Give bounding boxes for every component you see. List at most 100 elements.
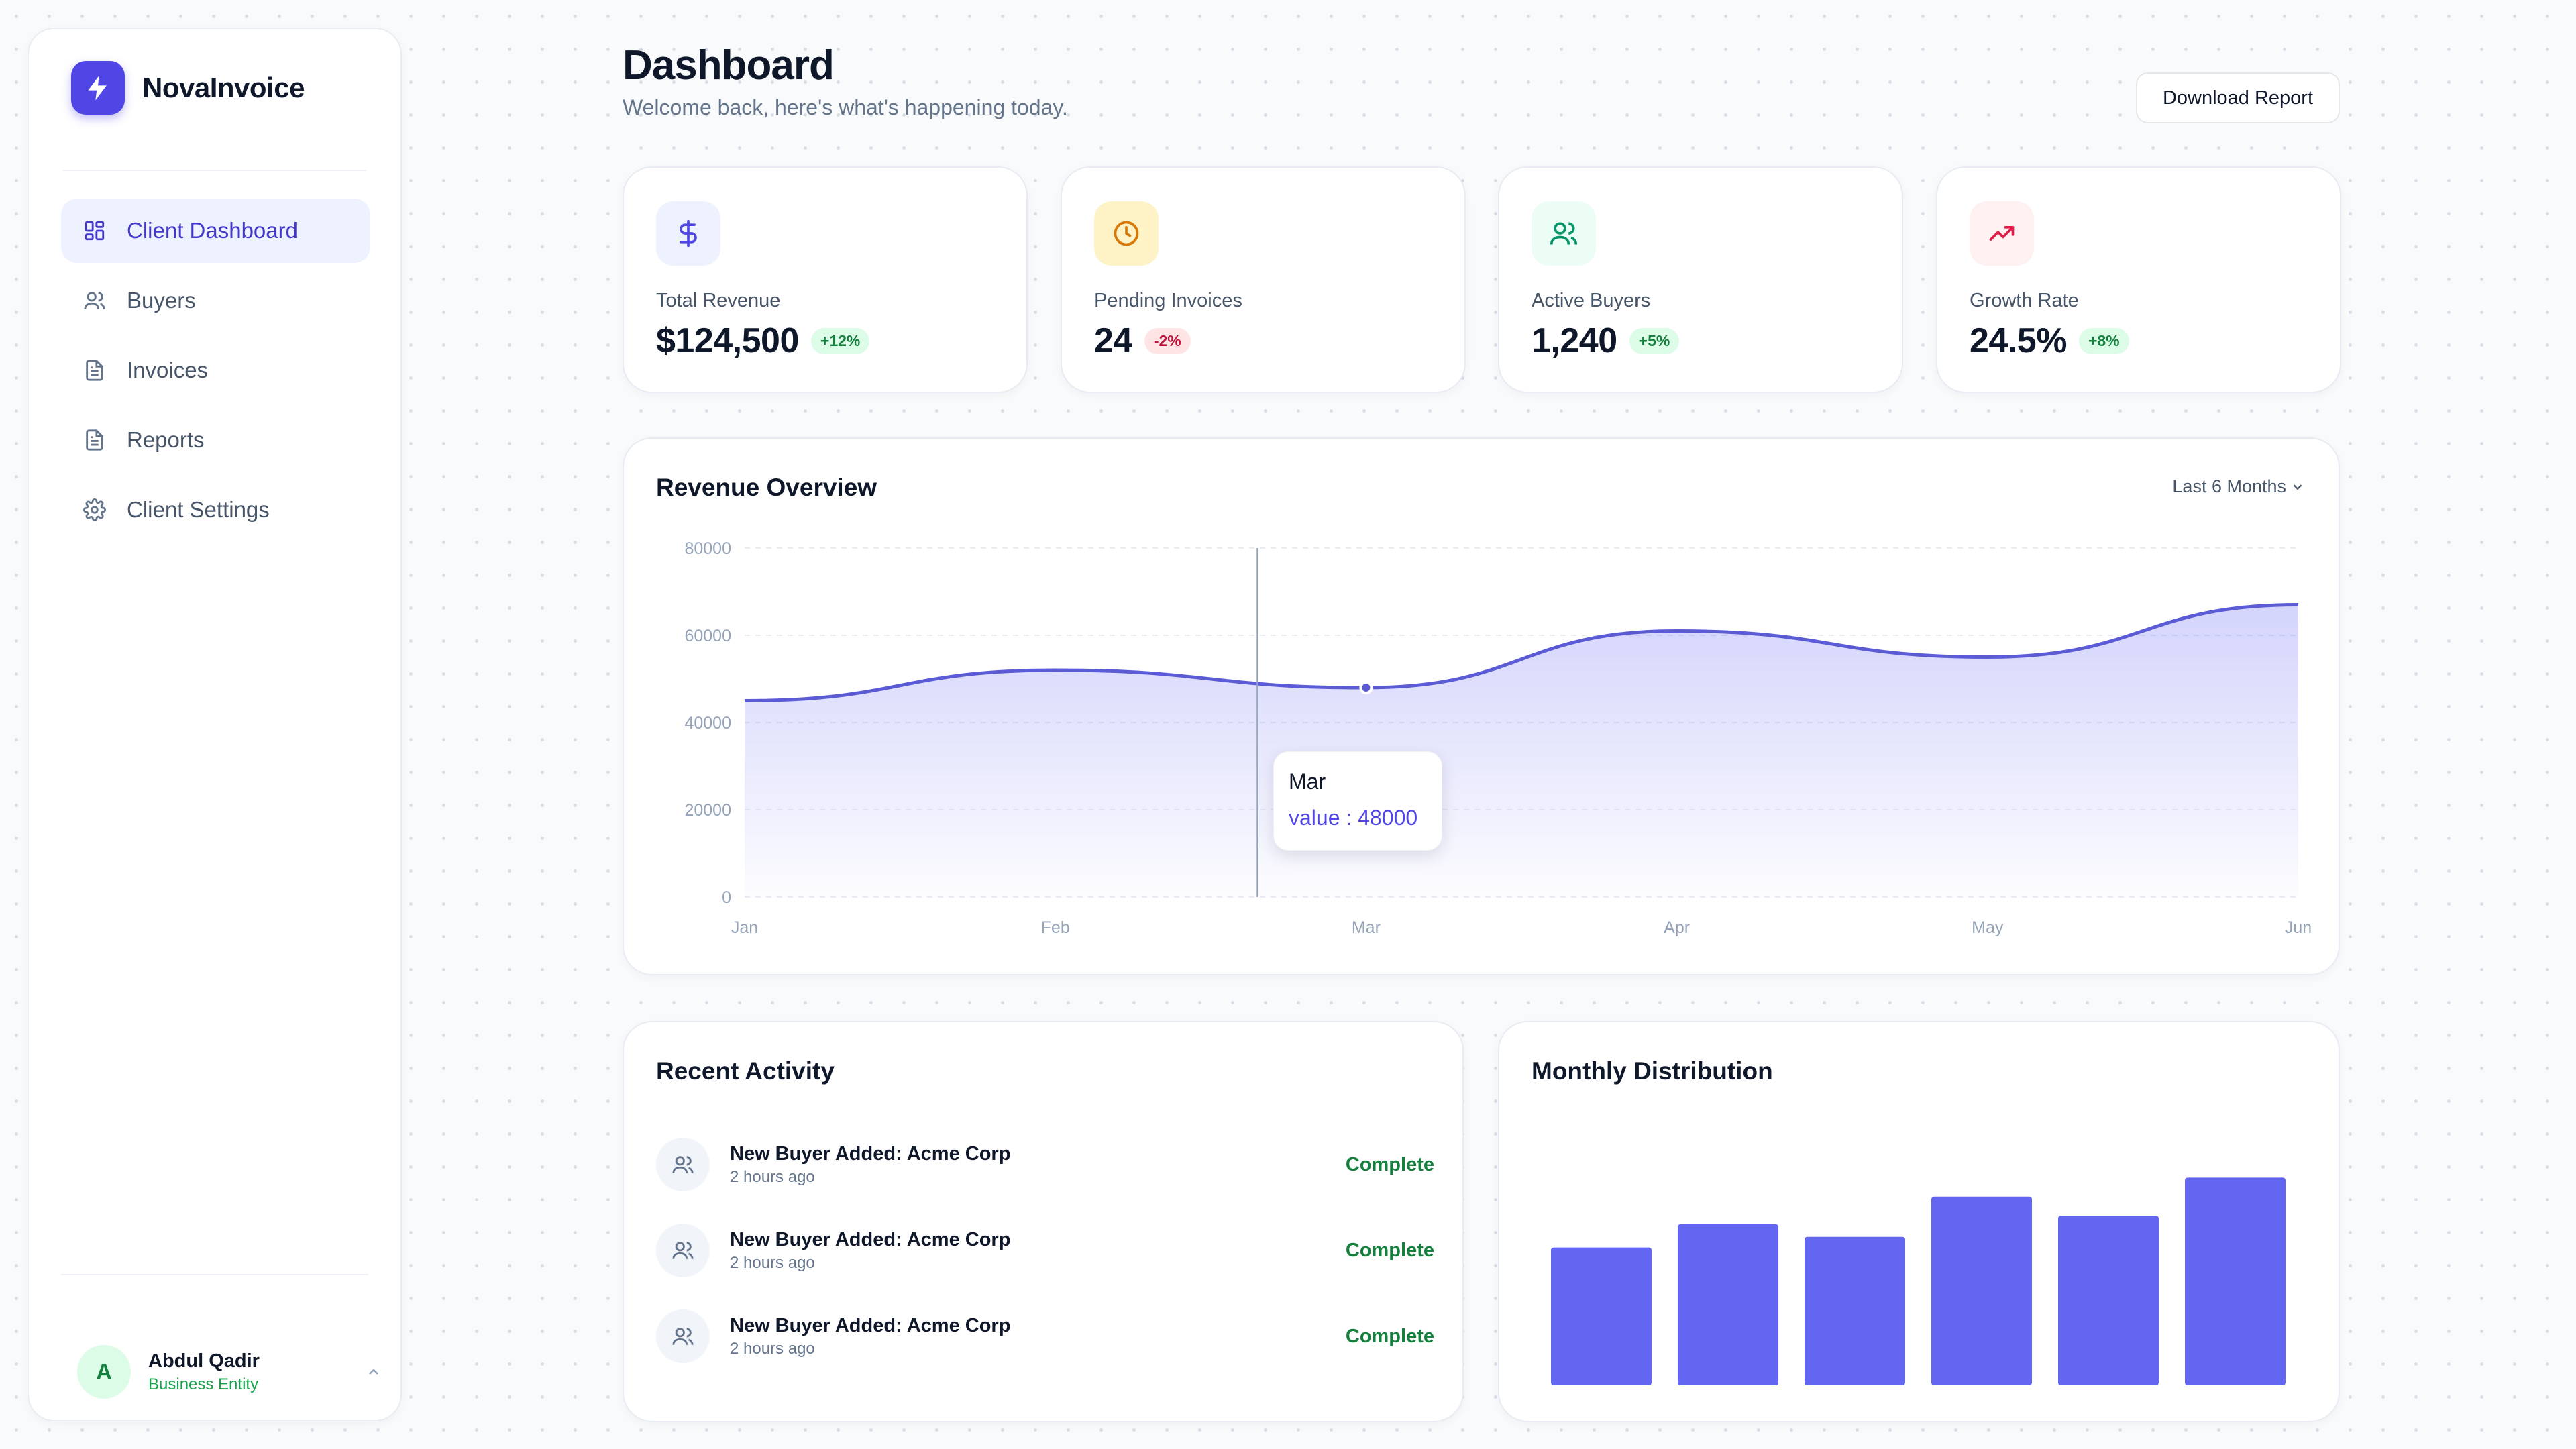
y-tick-label: 80000 (684, 539, 731, 558)
trending-up-icon (1970, 201, 2034, 266)
stat-value: 1,240 (1532, 321, 1617, 360)
monthly-distribution-card: Monthly Distribution (1498, 1021, 2340, 1422)
divider (62, 170, 367, 171)
user-info: Abdul Qadir Business Entity (148, 1350, 362, 1394)
chart-tooltip: Mar value : 48000 (1273, 751, 1442, 851)
lightning-icon (71, 61, 125, 115)
page-title: Dashboard (623, 42, 835, 89)
stat-value: 24.5% (1970, 321, 2067, 360)
stat-value: $124,500 (656, 321, 799, 360)
status-badge: Complete (1345, 1239, 1434, 1261)
sidebar-item-label: Reports (127, 427, 205, 452)
change-badge: +8% (2078, 327, 2129, 354)
document-icon (81, 357, 108, 384)
stat-label: Active Buyers (1532, 290, 1651, 311)
user-name: Abdul Qadir (148, 1350, 260, 1372)
chevron-up-icon[interactable] (362, 1360, 386, 1384)
brand-name: NovaInvoice (142, 72, 305, 103)
sidebar-item-label: Invoices (127, 358, 209, 382)
clock-icon (1094, 201, 1159, 266)
activity-list: New Buyer Added: Acme Corp 2 hours ago C… (656, 1122, 1434, 1379)
sidebar-item-label: Client Settings (127, 497, 270, 522)
stat-label: Growth Rate (1970, 290, 2079, 311)
user-menu[interactable]: A Abdul Qadir Business Entity (77, 1345, 386, 1399)
y-tick-label: 20000 (684, 801, 731, 820)
bar (2058, 1216, 2159, 1385)
range-select[interactable]: Last 6 Months (2172, 476, 2305, 497)
recent-activity-card: Recent Activity New Buyer Added: Acme Co… (623, 1021, 1464, 1422)
bar (2185, 1177, 2286, 1385)
brand[interactable]: NovaInvoice (71, 61, 305, 115)
sidebar-item-label: Buyers (127, 288, 196, 313)
chart-title: Revenue Overview (656, 474, 877, 501)
activity-title-text: New Buyer Added: Acme Corp (730, 1228, 1011, 1250)
activity-time: 2 hours ago (730, 1339, 815, 1358)
y-tick-label: 0 (722, 888, 731, 907)
x-tick-label: Jun (2285, 918, 2312, 937)
series-area (745, 604, 2298, 897)
bar (1551, 1247, 1652, 1385)
sidebar-nav: Client Dashboard Buyers Invoices Reports… (61, 199, 370, 547)
divider (61, 1274, 368, 1275)
change-badge: -2% (1144, 327, 1191, 354)
activity-time: 2 hours ago (730, 1253, 815, 1272)
x-tick-label: Mar (1352, 918, 1381, 937)
stat-card-growth-rate: Growth Rate 24.5% +8% (1936, 166, 2341, 393)
change-badge: +5% (1629, 327, 1680, 354)
list-item[interactable]: New Buyer Added: Acme Corp 2 hours ago C… (656, 1122, 1434, 1208)
stat-card-pending-invoices: Pending Invoices 24 -2% (1061, 166, 1466, 393)
y-tick-label: 60000 (684, 627, 731, 645)
stat-card-total-revenue: Total Revenue $124,500 +12% (623, 166, 1028, 393)
dashboard-icon (81, 217, 108, 244)
status-badge: Complete (1345, 1325, 1434, 1347)
sidebar-item-client-settings[interactable]: Client Settings (61, 478, 370, 542)
download-report-button[interactable]: Download Report (2136, 72, 2340, 123)
x-tick-label: Apr (1664, 918, 1690, 937)
sidebar-item-reports[interactable]: Reports (61, 408, 370, 472)
bar (1805, 1236, 1905, 1385)
page-subtitle: Welcome back, here's what's happening to… (623, 95, 1068, 119)
sidebar-item-client-dashboard[interactable]: Client Dashboard (61, 199, 370, 263)
revenue-overview-card: Revenue Overview Last 6 Months 0 20000 400… (623, 437, 2340, 975)
activity-title-text: New Buyer Added: Acme Corp (730, 1142, 1011, 1165)
users-icon (656, 1138, 710, 1191)
user-role: Business Entity (148, 1375, 259, 1393)
stat-label: Total Revenue (656, 290, 781, 311)
tooltip-value: value : 48000 (1289, 806, 1418, 830)
document-icon (81, 427, 108, 453)
change-badge: +12% (810, 327, 870, 354)
y-tick-label: 40000 (684, 714, 731, 733)
distribution-chart (1551, 1177, 2286, 1385)
bar (1678, 1224, 1778, 1385)
sidebar: NovaInvoice Client Dashboard Buyers Invo… (28, 28, 402, 1421)
x-tick-label: Jan (731, 918, 758, 937)
activity-title-text: New Buyer Added: Acme Corp (730, 1314, 1011, 1336)
sidebar-item-invoices[interactable]: Invoices (61, 338, 370, 402)
tooltip-label: Mar (1289, 769, 1326, 794)
sidebar-item-label: Client Dashboard (127, 218, 298, 243)
revenue-chart: 0 20000 40000 60000 80000 Jan Feb Mar Apr May Jun (684, 539, 2312, 937)
gear-icon (81, 496, 108, 523)
sidebar-item-buyers[interactable]: Buyers (61, 268, 370, 333)
dollar-icon (656, 201, 720, 266)
users-icon (656, 1224, 710, 1277)
chevron-down-icon (2290, 480, 2305, 494)
users-icon (656, 1309, 710, 1363)
activity-title: Recent Activity (656, 1057, 835, 1085)
stat-card-active-buyers: Active Buyers 1,240 +5% (1498, 166, 1903, 393)
series-line (744, 603, 2299, 702)
status-badge: Complete (1345, 1153, 1434, 1175)
data-point (1359, 681, 1373, 694)
users-icon (1532, 201, 1596, 266)
users-icon (81, 287, 108, 314)
range-select-label: Last 6 Months (2172, 476, 2286, 496)
stat-value: 24 (1094, 321, 1132, 360)
list-item[interactable]: New Buyer Added: Acme Corp 2 hours ago C… (656, 1208, 1434, 1293)
list-item[interactable]: New Buyer Added: Acme Corp 2 hours ago C… (656, 1293, 1434, 1379)
avatar: A (77, 1345, 131, 1399)
bar (1931, 1196, 2032, 1385)
x-tick-label: May (1972, 918, 2004, 937)
distribution-title: Monthly Distribution (1532, 1057, 1773, 1085)
x-tick-label: Feb (1041, 918, 1070, 937)
activity-time: 2 hours ago (730, 1167, 815, 1186)
